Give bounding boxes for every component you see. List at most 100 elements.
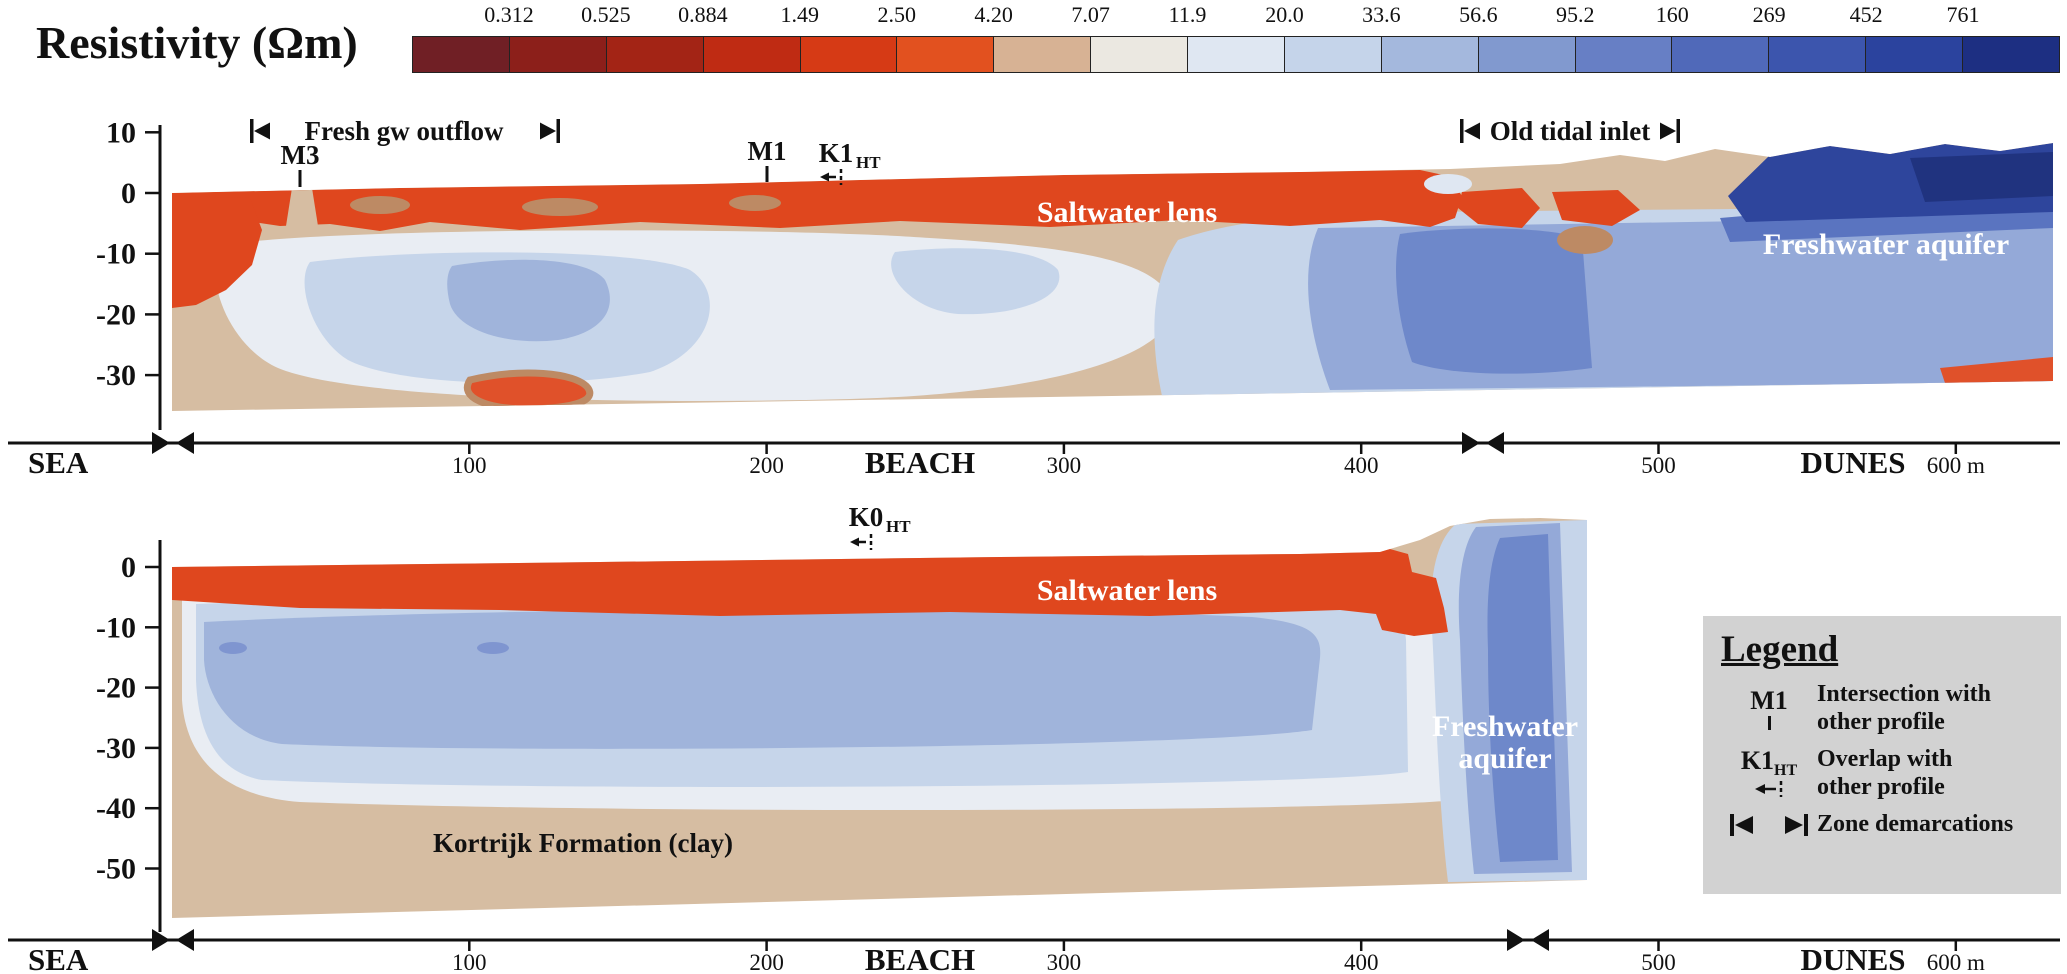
y-axis-tick-label: -10 [96, 611, 136, 644]
legend-text-line: Intersection with [1817, 681, 1991, 707]
x-axis-tick-label: 400 [1344, 950, 1379, 974]
legend-symbol-k1: K1HT [1740, 746, 1798, 780]
y-axis-tick-label: 0 [121, 551, 136, 584]
resistivity-zone-saltwater-red [172, 196, 262, 308]
x-axis-tick-label: 100 [452, 453, 487, 478]
colorbar-tick-label: 0.525 [581, 2, 631, 27]
colorbar-tick-label: 269 [1752, 2, 1786, 27]
zone-bracket-right-icon [540, 119, 560, 143]
resistivity-zone-saltwater-red [172, 549, 1448, 636]
marker-k1-subscript: HT [856, 153, 881, 172]
y-axis-tick-label: -30 [96, 732, 136, 765]
label-beach: BEACH [865, 445, 975, 480]
colorbar-tick-label: 20.0 [1265, 2, 1304, 27]
marker-m1: M1 [748, 136, 787, 166]
resistivity-zone-lightblue [891, 248, 1060, 315]
zone-demarcation-icon [1462, 432, 1504, 454]
y-axis-tick-label: 10 [106, 116, 136, 149]
colorbar-cell [509, 37, 607, 72]
overlap-arrow-icon [850, 534, 873, 550]
y-axis-tick-label: -30 [96, 359, 136, 392]
resistivity-zone-blue-spot [477, 642, 509, 654]
x-axis-tick-label: 500 [1641, 950, 1676, 974]
colorbar-tick-label: 0.884 [678, 2, 728, 27]
marker-k1: K1 [819, 138, 854, 168]
colorbar-tick-label: 1.49 [780, 2, 820, 27]
annotation-fresh-gw-outflow: Fresh gw outflow [305, 116, 504, 146]
label-kortrijk-formation: Kortrijk Formation (clay) [433, 828, 733, 858]
bottom-section-fills [172, 518, 1587, 918]
x-axis-tick-label: 300 [1047, 950, 1082, 974]
y-axis-tick-label: -50 [96, 853, 136, 886]
colorbar-cell [1091, 37, 1188, 72]
legend-item-text: Zone demarcations [1817, 811, 2013, 839]
label-freshwater-aquifer: Freshwater aquifer [1763, 228, 2009, 261]
colorbar-cell [703, 37, 801, 72]
y-axis-tick-label: -20 [96, 298, 136, 331]
x-axis-tick-label: 100 [452, 950, 487, 974]
colorbar-cell [800, 37, 898, 72]
overlap-arrow-icon [1755, 781, 1783, 798]
zone-demarcation-icon [1721, 812, 1817, 838]
label-sea: SEA [28, 445, 89, 480]
zone-demarcation-icon [1507, 929, 1549, 951]
colorbar-cell [1575, 37, 1673, 72]
x-axis-tick-label: 600 m [1927, 453, 1985, 478]
resistivity-zone-brown-patch [522, 198, 598, 216]
legend-text-line: other profile [1817, 773, 1945, 800]
y-axis-tick-label: -40 [96, 792, 136, 825]
colorbar-cell [606, 37, 704, 72]
resistivity-zone-periwinkle [447, 259, 610, 342]
overlap-marker-icon: K1HT [1721, 748, 1817, 799]
label-saltwater-lens: Saltwater lens [1037, 574, 1217, 607]
legend-item-zone-demarcations: Zone demarcations [1721, 811, 2043, 839]
zone-demarcation-icon [152, 432, 194, 454]
bottom-axis-ticks: 0 -10 -20 -30 -40 -50 100 200 300 400 500 600 m [96, 551, 1985, 974]
label-dunes: DUNES [1800, 445, 1905, 480]
figure-title: Resistivity (Ωm) [36, 17, 358, 68]
colorbar-tick-label: 160 [1655, 2, 1689, 27]
colorbar-cell [413, 37, 510, 72]
top-section-fills [172, 143, 2053, 411]
zone-bracket-left-icon [250, 119, 270, 143]
resistivity-zone-pale-spot [1424, 174, 1472, 194]
colorbar-cell [1672, 37, 1770, 72]
resistivity-zone-brown-patch [350, 196, 410, 214]
colorbar-tick-label: 11.9 [1168, 2, 1207, 27]
colorbar-tick-label: 95.2 [1556, 2, 1595, 27]
label-dunes: DUNES [1800, 942, 1905, 974]
x-axis-tick-label: 600 m [1927, 950, 1985, 974]
x-axis-tick-label: 300 [1047, 453, 1082, 478]
zone-bracket-right-icon [1660, 119, 1680, 143]
resistivity-zone-saltwater-red [172, 170, 1462, 231]
legend-item-overlap: K1HT Overlap with other profile [1721, 746, 2043, 801]
colorbar-cell [1769, 37, 1867, 72]
x-axis-tick-label: 200 [749, 950, 784, 974]
resistivity-zone-brown-patch [729, 195, 781, 211]
colorbar-cell [994, 37, 1092, 72]
resistivity-zone-saltwater-red [1552, 190, 1640, 226]
colorbar-tick-label: 4.20 [974, 2, 1013, 27]
legend-text-line: Zone demarcations [1817, 811, 2014, 838]
resistivity-zone-orange-band [1940, 357, 2053, 386]
marker-tick-icon [1767, 715, 1771, 730]
resistivity-zone-blue [1396, 228, 1592, 374]
resistivity-zone-blue-spot [219, 642, 247, 654]
legend-item-text: Overlap with other profile [1817, 746, 1952, 801]
legend-symbol-m1: M1 [1750, 685, 1788, 715]
resistivity-zone-tan-notch [286, 188, 318, 226]
x-axis-tick-label: 400 [1344, 453, 1379, 478]
zone-bracket-left-icon [1460, 119, 1480, 143]
y-axis-tick-label: 0 [121, 177, 136, 210]
label-aquifer: aquifer [1458, 742, 1551, 775]
colorbar-tick-label: 761 [1946, 2, 1980, 27]
intersection-marker-icon: M1 [1721, 685, 1817, 730]
x-axis-tick-label: 500 [1641, 453, 1676, 478]
colorbar-tick-label: 33.6 [1362, 2, 1401, 27]
colorbar-cell [1188, 37, 1285, 72]
marker-k0: K0 [849, 502, 884, 532]
bottom-profile-panel: 0 -10 -20 -30 -40 -50 100 200 300 400 500 600 m SEA… [8, 502, 2060, 974]
